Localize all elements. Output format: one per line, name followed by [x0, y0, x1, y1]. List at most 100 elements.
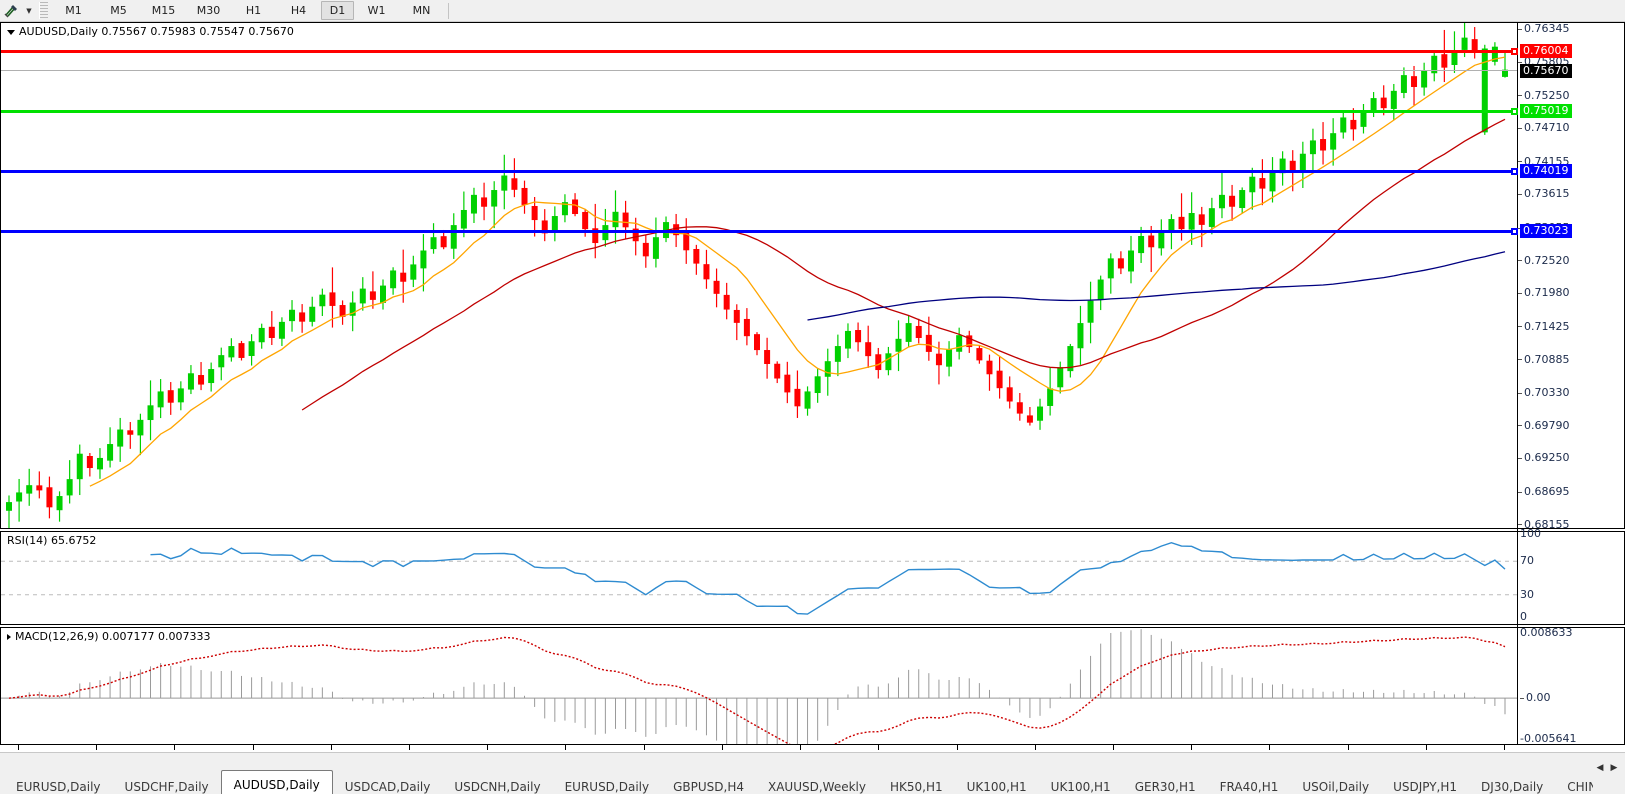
crosshair-cursor-icon[interactable] — [0, 1, 22, 20]
chart-tab-list: EURUSD,Daily USDCHF,Daily AUDUSD,Daily USDC… — [0, 753, 1593, 794]
price-tick: 0.70885 — [1518, 353, 1570, 366]
timeframe-m15[interactable]: M15 — [151, 4, 176, 17]
chart-tab-china300-h1[interactable]: CHINA300,H1 — [1567, 779, 1593, 794]
price-axis-separator — [1517, 22, 1518, 745]
chart-tab-uk100-h1[interactable]: UK100,H1 — [1050, 779, 1111, 794]
chart-tab-eurusd-daily[interactable]: EURUSD,Daily — [16, 779, 101, 794]
date-tick — [800, 745, 802, 750]
date-tick — [1425, 745, 1427, 750]
timeframe-w1[interactable]: W1 — [367, 4, 386, 17]
date-tick — [1269, 745, 1271, 750]
level-handle[interactable] — [1511, 47, 1518, 55]
price-tick: 0.69250 — [1518, 451, 1570, 464]
chart-tab-usdcad-daily[interactable]: USDCAD,Daily — [344, 779, 431, 794]
blue-level-tag-1[interactable]: 0.74019 — [1520, 164, 1572, 179]
resistance-line[interactable] — [1, 47, 1518, 55]
macd-tick: 0.00 — [1520, 691, 1551, 704]
price-pane-header: AUDUSD,Daily 0.75567 0.75983 0.75547 0.7… — [7, 25, 294, 38]
price-tick: 0.69790 — [1518, 419, 1570, 432]
level-handle[interactable] — [1511, 228, 1518, 236]
price-tick: 0.72520 — [1518, 254, 1570, 267]
collapse-triangle-icon[interactable] — [7, 29, 15, 35]
date-tick — [721, 745, 723, 750]
price-tick: 0.73615 — [1518, 187, 1570, 200]
level-handle[interactable] — [1511, 168, 1518, 176]
support-blue-line-1[interactable] — [1, 168, 1518, 176]
date-tick — [487, 745, 489, 750]
date-tick — [1347, 745, 1349, 750]
price-tick: 0.71980 — [1518, 286, 1570, 299]
date-tick — [18, 745, 19, 750]
timeframe-mn[interactable]: MN — [412, 4, 431, 17]
support-blue-line-2[interactable] — [1, 228, 1518, 236]
chart-tab-eurusd-daily[interactable]: EURUSD,Daily — [564, 779, 650, 794]
toolbar-grip[interactable] — [39, 2, 48, 19]
timeframe-m30[interactable]: M30 — [196, 4, 221, 17]
current-price-line[interactable] — [1, 70, 1517, 72]
chart-tab-xauusd-weekly[interactable]: XAUUSD,Weekly — [768, 779, 866, 794]
macd-pane[interactable]: MACD(12,26,9) 0.007177 0.007333 — [0, 627, 1625, 745]
rsi-tick: 100 — [1520, 527, 1541, 540]
blue-level-tag-2[interactable]: 0.73023 — [1520, 224, 1572, 239]
triangle-left-icon[interactable]: ◀ — [1596, 762, 1604, 773]
chart-tab-gbpusd-h4[interactable]: GBPUSD,H4 — [673, 779, 744, 794]
tab-scroll-controls[interactable]: ◀ ▶ — [1593, 747, 1625, 794]
date-tick — [1504, 745, 1505, 750]
rsi-pane[interactable]: RSI(14) 65.6752 — [0, 531, 1625, 625]
date-tick — [1112, 745, 1114, 750]
toolbar-empty-area — [453, 0, 1625, 21]
chart-tab-audusd-daily[interactable]: AUDUSD,Daily — [220, 770, 333, 794]
date-tick — [1034, 745, 1036, 750]
chart-tab-usdcnh-daily[interactable]: USDCNH,Daily — [454, 779, 541, 794]
price-axis[interactable]: 0.76345 0.75805 0.75250 0.74710 0.74155 0.736… — [1518, 22, 1625, 774]
price-pane[interactable]: AUDUSD,Daily 0.75567 0.75983 0.75547 0.7… — [0, 22, 1625, 529]
chevron-down-icon[interactable]: ▼ — [26, 6, 32, 15]
macd-svg — [1, 629, 1517, 744]
timeframe-m1[interactable]: M1 — [65, 4, 82, 17]
candlestick-svg — [6, 23, 1508, 528]
price-pane-header-text: AUDUSD,Daily 0.75567 0.75983 0.75547 0.7… — [19, 25, 294, 38]
date-tick — [878, 745, 880, 750]
timeframe-group: M1 M5 M15 M30 H1 H4 D1 W1 MN — [51, 1, 444, 20]
chart-tab-ger30-h1[interactable]: GER30,H1 — [1134, 779, 1196, 794]
current-price-tag[interactable]: 0.75670 — [1520, 64, 1572, 79]
chart-tab-usoil-daily[interactable]: USOil,Daily — [1302, 779, 1370, 794]
toolbar-divider — [448, 2, 449, 19]
date-tick — [956, 745, 958, 750]
chart-tab-usdchf-daily[interactable]: USDCHF,Daily — [124, 779, 209, 794]
chart-tab-fra40-h1[interactable]: FRA40,H1 — [1219, 779, 1279, 794]
timeframe-h1[interactable]: H1 — [245, 4, 262, 17]
rsi-svg — [1, 541, 1517, 615]
date-tick — [252, 745, 254, 750]
chart-tab-hk50-h1[interactable]: HK50,H1 — [889, 779, 943, 794]
chart-area[interactable]: AUDUSD,Daily 0.75567 0.75983 0.75547 0.7… — [0, 22, 1625, 774]
price-plot[interactable] — [1, 23, 1517, 528]
date-tick — [330, 745, 332, 750]
macd-pane-header: MACD(12,26,9) 0.007177 0.007333 — [7, 630, 211, 643]
level-handle[interactable] — [1511, 107, 1518, 115]
support-green-line[interactable] — [1, 107, 1518, 115]
green-level-tag[interactable]: 0.75019 — [1520, 103, 1572, 118]
timeframe-d1[interactable]: D1 — [321, 1, 354, 20]
timeframe-m5[interactable]: M5 — [110, 4, 127, 17]
chart-tab-dj30-daily[interactable]: DJ30,Daily — [1481, 779, 1544, 794]
rsi-tick: 70 — [1520, 554, 1534, 568]
date-tick — [565, 745, 567, 750]
triangle-right-icon[interactable]: ▶ — [1610, 762, 1618, 773]
resistance-level-tag[interactable]: 0.76004 — [1520, 43, 1572, 58]
chart-tab-usdjpy-h1[interactable]: USDJPY,H1 — [1393, 779, 1458, 794]
price-tick: 0.76345 — [1518, 22, 1570, 35]
price-tick: 0.68155 — [1518, 518, 1570, 531]
timeframe-h4[interactable]: H4 — [290, 4, 307, 17]
price-tick: 0.70330 — [1518, 386, 1570, 399]
rsi-plot[interactable] — [1, 532, 1517, 624]
chart-tab-uk100-h1[interactable]: UK100,H1 — [966, 779, 1027, 794]
rsi-tick: 30 — [1520, 588, 1534, 602]
date-tick — [174, 745, 176, 750]
price-tick: 0.68695 — [1518, 485, 1570, 498]
top-toolbar: ▼ M1 M5 M15 M30 H1 H4 D1 W1 MN — [0, 0, 1625, 22]
macd-marker-icon — [7, 634, 11, 640]
macd-plot[interactable] — [1, 628, 1517, 744]
chart-tab-bar[interactable]: EURUSD,Daily USDCHF,Daily AUDUSD,Daily USDC… — [0, 752, 1625, 794]
price-tick: 0.75250 — [1518, 89, 1570, 102]
